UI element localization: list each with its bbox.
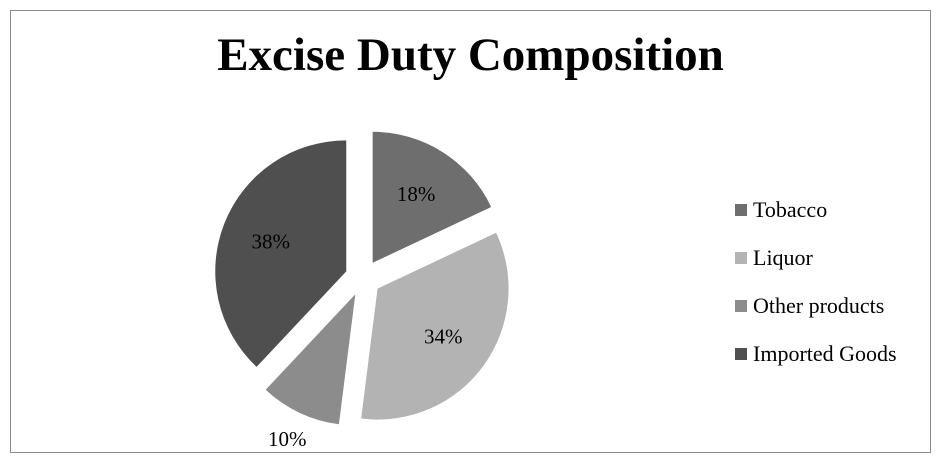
legend-swatch-tobacco (735, 203, 747, 216)
legend-item-imported-goods: Imported Goods (735, 340, 897, 366)
pie-slice-liquor (361, 232, 509, 420)
data-label-other-products: 10% (268, 427, 307, 451)
legend-item-tobacco: Tobacco (735, 196, 897, 222)
chart-legend: Tobacco Liquor Other products Imported G… (735, 196, 897, 390)
legend-label-tobacco: Tobacco (753, 196, 828, 222)
legend-item-other-products: Other products (735, 292, 897, 318)
legend-swatch-other-products (735, 299, 747, 312)
data-label-tobacco: 18% (397, 182, 436, 206)
data-label-imported-goods: 38% (251, 229, 290, 253)
chart-title: Excise Duty Composition (217, 29, 724, 81)
pie-slice-imported-goods (215, 140, 347, 367)
legend-label-imported-goods: Imported Goods (753, 340, 897, 366)
legend-label-other-products: Other products (753, 292, 885, 318)
data-label-liquor: 34% (424, 324, 463, 348)
pie-slice-tobacco (372, 131, 492, 263)
legend-item-liquor: Liquor (735, 244, 897, 270)
legend-label-liquor: Liquor (753, 244, 813, 270)
pie-slice-other-products (265, 294, 356, 425)
legend-swatch-liquor (735, 251, 747, 264)
legend-swatch-imported-goods (735, 347, 747, 360)
